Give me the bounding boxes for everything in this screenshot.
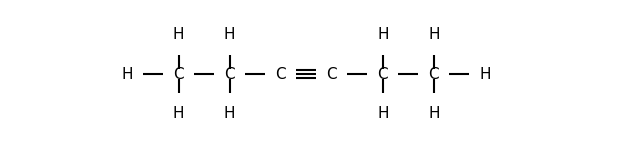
Text: C: C (378, 66, 388, 82)
Text: H: H (479, 66, 491, 82)
Text: H: H (428, 27, 439, 42)
Text: H: H (428, 106, 439, 121)
Text: H: H (377, 27, 389, 42)
Text: H: H (173, 27, 184, 42)
Text: H: H (173, 106, 184, 121)
Text: H: H (122, 66, 134, 82)
Text: C: C (429, 66, 439, 82)
Text: C: C (276, 66, 286, 82)
Text: C: C (173, 66, 184, 82)
Text: H: H (377, 106, 389, 121)
Text: H: H (224, 106, 236, 121)
Text: H: H (224, 27, 236, 42)
Text: C: C (326, 66, 337, 82)
Text: C: C (224, 66, 235, 82)
